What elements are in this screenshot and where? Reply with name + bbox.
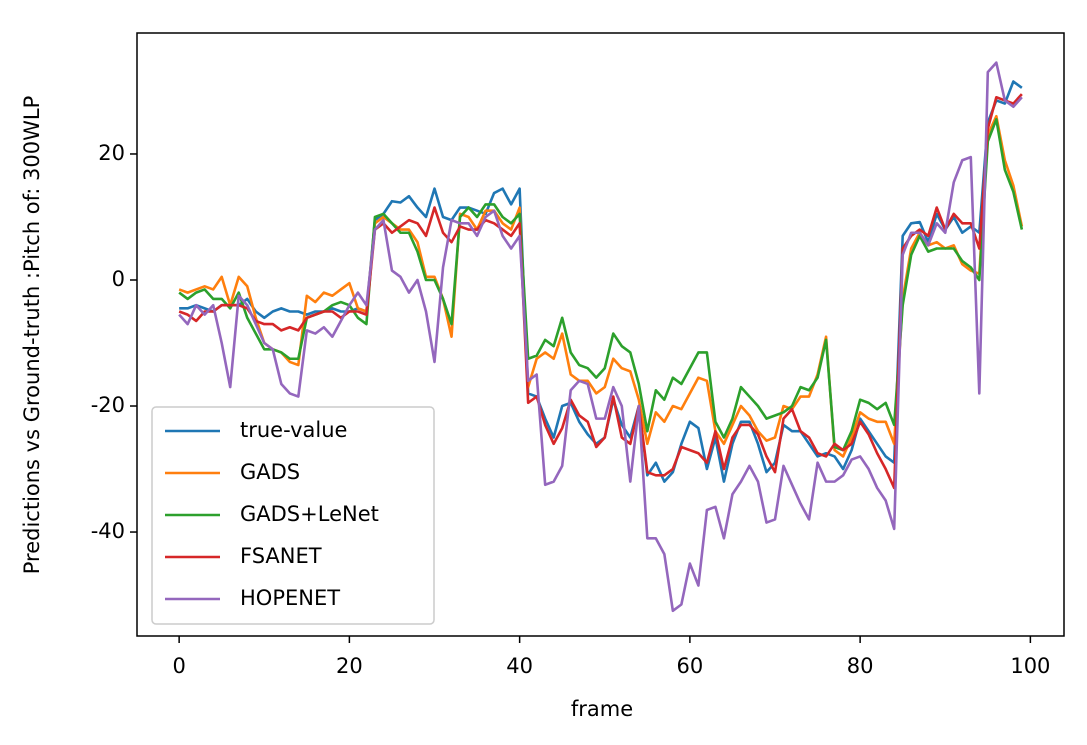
y-tick-label: -20 [91, 393, 125, 417]
y-axis-label: Predictions vs Ground-truth :Pitch of: 3… [20, 96, 44, 575]
x-tick-label: 0 [172, 654, 185, 678]
x-tick-label: 80 [847, 654, 874, 678]
x-tick-label: 100 [1010, 654, 1050, 678]
legend-label: GADS [240, 460, 300, 484]
series-line [178, 114, 1024, 458]
y-tick-label: 20 [98, 141, 125, 165]
legend-label: GADS+LeNet [240, 502, 379, 526]
plot-frame [136, 32, 1065, 637]
legend-label: HOPENET [240, 586, 340, 610]
y-tick-label: 0 [112, 267, 125, 291]
legend-box [151, 406, 435, 625]
y-tick-label: -40 [91, 519, 125, 543]
x-axis-label: frame [571, 697, 633, 721]
series-line [178, 61, 1023, 613]
x-tick-label: 40 [506, 654, 533, 678]
series-line [178, 93, 1023, 490]
legend-label: true-value [240, 418, 347, 442]
legend-label: FSANET [240, 544, 322, 568]
x-tick-label: 20 [336, 654, 363, 678]
x-tick-label: 60 [677, 654, 704, 678]
